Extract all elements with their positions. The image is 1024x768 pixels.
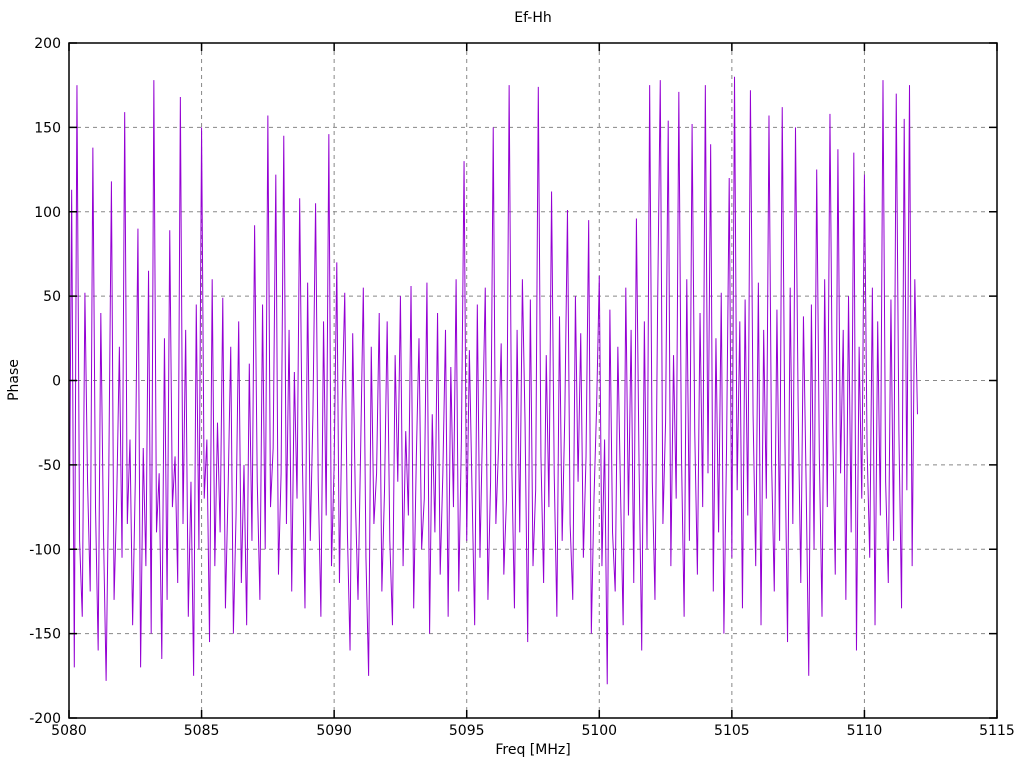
y-tick-label: -150	[29, 627, 61, 643]
y-tick-label: -50	[38, 458, 61, 474]
series-line	[68, 76, 918, 685]
x-tick-label: 5100	[581, 723, 617, 739]
y-tick-label: -100	[29, 542, 61, 558]
y-tick-label: 150	[34, 120, 61, 136]
x-tick-label: 5105	[714, 723, 750, 739]
x-tick-label: 5090	[316, 723, 352, 739]
y-tick-label: -200	[29, 711, 61, 727]
x-tick-label: 5110	[847, 723, 883, 739]
x-tick-label: 5085	[184, 723, 220, 739]
x-axis-label: Freq [MHz]	[495, 742, 571, 758]
x-tick-label: 5095	[449, 723, 485, 739]
x-tick-label: 5080	[51, 723, 87, 739]
y-tick-label: 50	[43, 289, 61, 305]
y-tick-label: 0	[52, 374, 61, 390]
y-tick-label: 100	[34, 205, 61, 221]
chart-title: Ef-Hh	[514, 10, 552, 26]
x-tick-label: 5115	[979, 723, 1015, 739]
y-tick-label: 200	[34, 36, 61, 52]
